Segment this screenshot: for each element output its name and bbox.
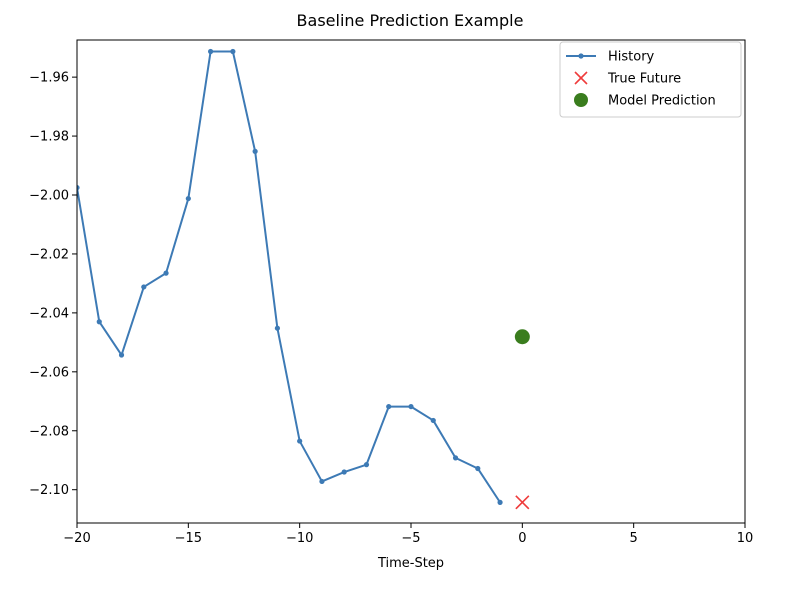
legend-item: True Future xyxy=(574,71,681,87)
x-axis-label: Time-Step xyxy=(377,556,444,571)
legend-label: True Future xyxy=(607,72,681,87)
history-point xyxy=(475,465,481,472)
legend: History True Future Model Prediction xyxy=(559,41,742,118)
legend-true-future-icon xyxy=(574,71,588,85)
history-point xyxy=(77,185,80,191)
history-point xyxy=(297,438,303,444)
y-tick-label: −2.08 xyxy=(29,424,69,439)
true-future-stroke xyxy=(515,495,530,510)
history-point xyxy=(497,499,503,505)
y-axis-ticks: −1.96 −1.98 −2.00 −2.02 −2.04 −2.06 −2.08 −2.10 xyxy=(29,71,77,498)
x-tick-label: −10 xyxy=(286,531,313,546)
legend-history-icon-point xyxy=(578,53,584,59)
history-point xyxy=(363,462,370,468)
history-point xyxy=(319,478,325,485)
legend-item: History xyxy=(566,50,655,65)
history-point xyxy=(274,325,280,331)
legend-label: History xyxy=(608,50,655,65)
history-point xyxy=(408,403,414,410)
history-point xyxy=(118,352,125,358)
y-tick-label: −2.06 xyxy=(29,365,69,380)
legend-box xyxy=(559,41,742,118)
x-tick-label: −15 xyxy=(175,531,202,546)
y-tick-label: −1.96 xyxy=(29,71,69,86)
history-point xyxy=(430,417,436,424)
history-line xyxy=(77,50,501,503)
y-tick-label: −2.04 xyxy=(29,306,69,321)
legend-items: History True Future Model Prediction xyxy=(566,50,716,109)
history-point xyxy=(96,319,102,325)
history-point xyxy=(386,403,392,410)
history-point xyxy=(163,270,169,276)
y-tick-label: −2.02 xyxy=(29,247,69,262)
y-tick-label: −1.98 xyxy=(29,130,69,145)
true-future-marker xyxy=(515,495,530,510)
x-tick-label: −20 xyxy=(63,531,90,546)
history-point xyxy=(341,469,347,475)
y-tick-label: −2.00 xyxy=(29,189,69,204)
model-prediction-marker xyxy=(514,329,530,345)
chart-title: Baseline Prediction Example xyxy=(297,11,524,30)
history-point xyxy=(252,148,258,154)
markers-layer xyxy=(514,329,530,510)
history-point xyxy=(230,48,236,55)
legend-model-prediction-icon xyxy=(574,93,588,107)
history-series xyxy=(77,48,503,505)
x-axis-ticks: −20 −15 −10 −5 0 5 10 xyxy=(63,523,753,546)
history-point xyxy=(208,48,214,55)
history-point xyxy=(185,195,191,202)
x-tick-label: −5 xyxy=(401,531,420,546)
history-point xyxy=(452,455,459,461)
x-tick-label: 5 xyxy=(630,531,638,546)
history-point xyxy=(141,284,147,290)
y-tick-label: −2.10 xyxy=(29,483,69,498)
x-tick-label: 10 xyxy=(737,531,754,546)
x-tick-label: 0 xyxy=(518,531,526,546)
legend-label: Model Prediction xyxy=(608,94,716,109)
legend-item: Model Prediction xyxy=(574,93,716,109)
